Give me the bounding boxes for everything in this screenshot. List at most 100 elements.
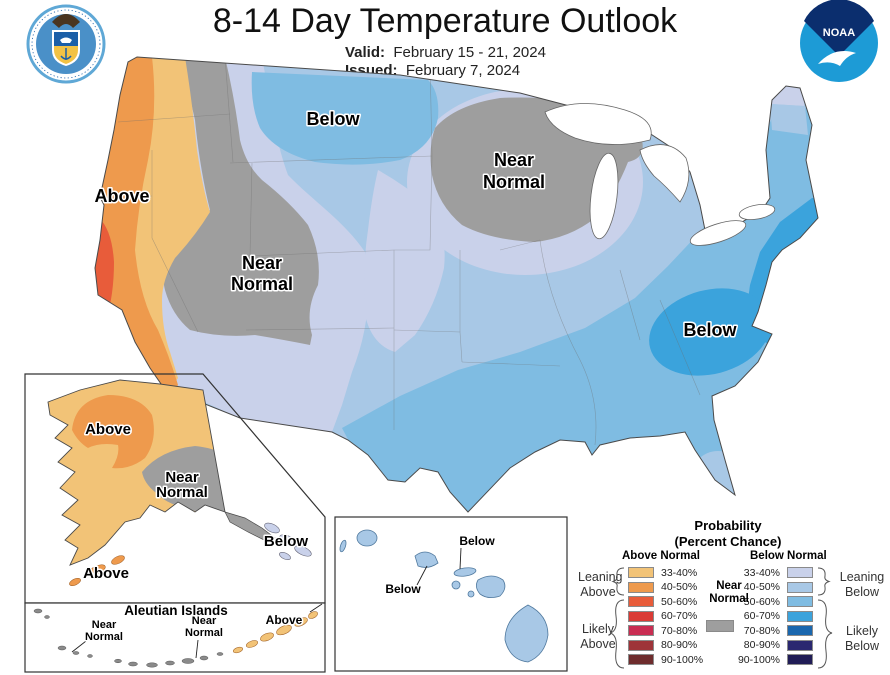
valid-issued-block: Valid: February 15 - 21, 2024 Issued: Fe… bbox=[345, 44, 546, 80]
region-near-normal-west bbox=[163, 57, 319, 345]
conus-outline bbox=[94, 56, 819, 513]
label-below-north: Below bbox=[306, 109, 360, 129]
legend-near-normal-line1: Near bbox=[716, 580, 742, 592]
below-swatch-90-100% bbox=[787, 654, 813, 665]
pointer-line bbox=[459, 547, 462, 570]
region-above-40-50-coast bbox=[95, 57, 178, 396]
aleutian-islet bbox=[128, 661, 138, 667]
legend-range-label: 33-40% bbox=[743, 566, 780, 579]
lake-huron bbox=[639, 144, 690, 203]
legend-title-line2: (Percent Chance) bbox=[674, 534, 782, 549]
peninsula-islet bbox=[69, 578, 81, 586]
above-swatch-33-40% bbox=[628, 567, 654, 578]
above-swatch-40-50% bbox=[628, 581, 654, 593]
noaa-logo-fan bbox=[804, 0, 874, 56]
page-title: 8-14 Day Temperature Outlook bbox=[212, 2, 678, 40]
island-maui bbox=[476, 575, 506, 598]
label-aleutian-above: Above bbox=[266, 613, 303, 627]
doc-seal bbox=[26, 4, 106, 84]
brace-likely-below bbox=[817, 599, 833, 669]
doc-seal-anchor bbox=[60, 48, 72, 60]
legend-above-header: Above Normal bbox=[622, 550, 700, 562]
legend-row: 33-40% bbox=[734, 566, 813, 579]
above-swatch-80-90% bbox=[628, 639, 654, 651]
below-swatch-33-40% bbox=[787, 567, 813, 578]
legend-row: 90-100% bbox=[628, 653, 704, 666]
label-near-west-2: Normal bbox=[231, 274, 293, 294]
great-lakes bbox=[544, 103, 776, 246]
aleutian-islet bbox=[216, 652, 224, 656]
above-swatch-90-100% bbox=[628, 654, 654, 665]
pointer-line bbox=[309, 603, 323, 613]
label-alaska-below: Below bbox=[264, 533, 309, 550]
legend-range-label: 70-80% bbox=[743, 624, 780, 637]
peninsula-islet bbox=[111, 555, 125, 565]
label-near-west-1: Near bbox=[242, 253, 282, 273]
aleutian-inset-box bbox=[24, 602, 326, 673]
alaska-peninsula-islets bbox=[69, 555, 125, 586]
legend-row: 80-90% bbox=[734, 639, 813, 651]
label-aleutian-near2-1: Near bbox=[192, 615, 217, 627]
aleutian-islet bbox=[146, 662, 158, 668]
above-swatch-50-60% bbox=[628, 596, 654, 607]
island-oahu bbox=[414, 551, 439, 568]
legend-below-column: 33-40% 40-50% 50-60% 60-70% 70-80% 80-90% 90-1… bbox=[734, 566, 813, 666]
legend-row: 60-70% bbox=[628, 610, 703, 622]
valid-label: Valid: bbox=[345, 44, 386, 61]
legend-range-label: 40-50% bbox=[661, 581, 698, 593]
legend-range-label: 90-100% bbox=[737, 653, 780, 666]
legend-row: 40-50% bbox=[734, 581, 813, 593]
region-below-60-70-carolinas bbox=[649, 288, 771, 376]
legend-leaning-below-label: Leaning Below bbox=[839, 570, 885, 599]
aleutian-islands-orange bbox=[232, 611, 318, 654]
doc-seal-text-ring bbox=[31, 9, 101, 79]
doc-seal-eagle bbox=[52, 14, 80, 28]
pointer-line bbox=[416, 565, 428, 586]
peninsula-islet bbox=[88, 564, 106, 576]
label-hawaii-below-top: Below bbox=[459, 534, 495, 548]
legend-near-normal-line2: Normal bbox=[709, 593, 749, 605]
legend: Probability (Percent Chance) Above Norma… bbox=[578, 514, 890, 675]
aleutian-islet bbox=[44, 615, 50, 619]
legend-likely-above-label: Likely Above bbox=[580, 622, 616, 651]
above-swatch-60-70% bbox=[628, 610, 654, 622]
legend-title: Probability (Percent Chance) bbox=[578, 518, 878, 550]
below-swatch-70-80% bbox=[787, 625, 813, 636]
region-below-50-60-north bbox=[251, 72, 439, 165]
legend-range-label: 40-50% bbox=[743, 581, 780, 593]
legend-row: 90-100% bbox=[734, 653, 813, 666]
legend-row: 40-50% bbox=[628, 581, 703, 593]
aleutian-islet-above bbox=[294, 617, 308, 627]
legend-range-label: 90-100% bbox=[661, 653, 704, 666]
state-boundaries bbox=[99, 57, 701, 446]
aleutian-islet bbox=[199, 655, 209, 661]
legend-range-label: 50-60% bbox=[743, 595, 780, 608]
island-kahoolawe bbox=[467, 590, 475, 598]
panhandle-island bbox=[279, 551, 291, 561]
island-kauai bbox=[356, 529, 378, 547]
legend-range-label: 33-40% bbox=[661, 566, 698, 579]
label-hawaii-below-bottom: Below bbox=[385, 582, 421, 596]
doc-seal-ship bbox=[60, 37, 72, 43]
below-swatch-80-90% bbox=[787, 639, 813, 651]
lake-michigan bbox=[589, 152, 619, 240]
aleutian-islands-gray bbox=[33, 608, 224, 668]
label-aleutian-near2-2: Normal bbox=[185, 627, 223, 639]
alaska-panhandle bbox=[224, 511, 276, 543]
below-swatch-40-50% bbox=[787, 581, 813, 593]
label-aleutian-near1-1: Near bbox=[92, 619, 117, 631]
aleutian-islet-above bbox=[260, 632, 274, 642]
aleutian-islet-above bbox=[308, 611, 318, 619]
alaska-outline bbox=[47, 379, 226, 566]
legend-near-normal-swatch bbox=[706, 620, 734, 632]
legend-above-column: 33-40% 40-50% 50-60% 60-70% 70-80% 80-90% 90-1… bbox=[628, 566, 704, 666]
island-niihau bbox=[339, 539, 347, 553]
below-swatch-50-60% bbox=[787, 596, 813, 607]
island-lanai bbox=[451, 580, 461, 590]
legend-row: 70-80% bbox=[628, 625, 703, 637]
aleutian-islet-above bbox=[232, 646, 244, 654]
region-below-40-50-florida-tip bbox=[691, 451, 745, 505]
label-alaska-near-2: Normal bbox=[156, 484, 208, 501]
panhandle-island bbox=[264, 522, 280, 534]
